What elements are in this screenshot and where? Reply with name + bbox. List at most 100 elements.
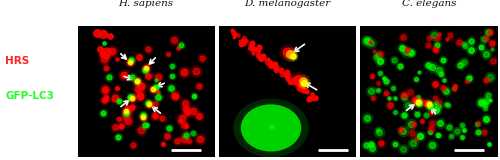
Ellipse shape xyxy=(234,98,309,157)
Point xyxy=(440,78,448,81)
Point xyxy=(406,91,413,93)
Point xyxy=(145,103,153,106)
Point xyxy=(300,82,308,85)
Point xyxy=(284,74,292,77)
Point xyxy=(132,79,140,82)
Text: n: n xyxy=(268,123,274,132)
Point xyxy=(297,85,305,87)
Point xyxy=(99,112,107,115)
Point xyxy=(234,34,242,37)
Point xyxy=(285,80,293,83)
Point xyxy=(439,87,447,90)
Point xyxy=(165,127,173,129)
Point xyxy=(399,129,407,132)
Point xyxy=(442,90,450,92)
Point xyxy=(164,53,172,56)
Point xyxy=(128,96,136,99)
Point xyxy=(364,116,372,119)
Point xyxy=(362,39,370,42)
Point xyxy=(390,110,398,113)
Point xyxy=(112,97,120,100)
Point xyxy=(467,40,475,43)
Point xyxy=(100,89,108,92)
Point xyxy=(176,119,184,122)
Point xyxy=(142,68,150,71)
Point xyxy=(446,135,454,138)
Point xyxy=(406,52,414,55)
Point xyxy=(282,75,290,77)
Point xyxy=(426,131,434,134)
Point xyxy=(482,118,490,120)
Point xyxy=(399,129,407,132)
Point xyxy=(374,82,382,84)
Point xyxy=(477,46,485,49)
Point xyxy=(128,76,136,78)
Point xyxy=(137,129,145,132)
Point xyxy=(94,31,102,34)
Point xyxy=(259,55,267,58)
Point xyxy=(154,91,162,94)
Point xyxy=(132,79,140,82)
Point xyxy=(245,47,253,49)
Point xyxy=(397,128,405,131)
Point xyxy=(416,134,424,137)
Point xyxy=(408,123,416,125)
Point xyxy=(180,71,188,73)
Point xyxy=(284,75,292,78)
Point xyxy=(439,59,447,62)
Point xyxy=(300,89,308,92)
Point xyxy=(433,36,441,39)
Point xyxy=(196,138,204,140)
Point xyxy=(399,36,407,39)
Point xyxy=(298,79,306,82)
Point xyxy=(390,97,398,100)
Point xyxy=(142,68,150,71)
Point xyxy=(414,96,422,98)
Point xyxy=(368,75,376,77)
Point xyxy=(374,128,382,131)
Point xyxy=(104,76,112,78)
Point xyxy=(382,92,390,95)
Point xyxy=(424,64,432,67)
Point xyxy=(450,88,458,90)
Point xyxy=(444,104,452,106)
Point xyxy=(195,115,203,118)
Point xyxy=(409,142,417,144)
Point xyxy=(404,104,412,107)
Point xyxy=(185,140,193,143)
Point xyxy=(256,57,264,60)
Point xyxy=(239,40,247,43)
Point xyxy=(276,70,284,72)
Point xyxy=(140,114,147,117)
Point xyxy=(488,48,496,51)
Point xyxy=(438,72,446,75)
Point xyxy=(376,72,384,74)
Point xyxy=(463,79,471,82)
Point xyxy=(415,71,423,73)
Point xyxy=(128,96,136,99)
Point xyxy=(102,67,110,69)
Point xyxy=(408,123,416,125)
Point xyxy=(122,110,130,112)
Point xyxy=(474,121,482,124)
Text: D. melanogaster: D. melanogaster xyxy=(244,0,330,8)
Point xyxy=(151,114,159,117)
Point xyxy=(128,59,136,61)
Point xyxy=(102,55,110,58)
Point xyxy=(374,53,382,56)
Point xyxy=(446,135,454,138)
Point xyxy=(302,89,310,92)
Point xyxy=(236,40,244,43)
Point xyxy=(428,111,436,114)
Point xyxy=(272,67,280,69)
Point xyxy=(446,34,454,36)
Point xyxy=(180,137,188,140)
Point xyxy=(182,125,190,128)
Point xyxy=(422,113,430,116)
Point xyxy=(163,134,171,137)
Point xyxy=(376,53,384,56)
Point xyxy=(123,106,131,109)
Point xyxy=(430,34,438,37)
Point xyxy=(180,71,188,73)
Point xyxy=(386,104,394,106)
